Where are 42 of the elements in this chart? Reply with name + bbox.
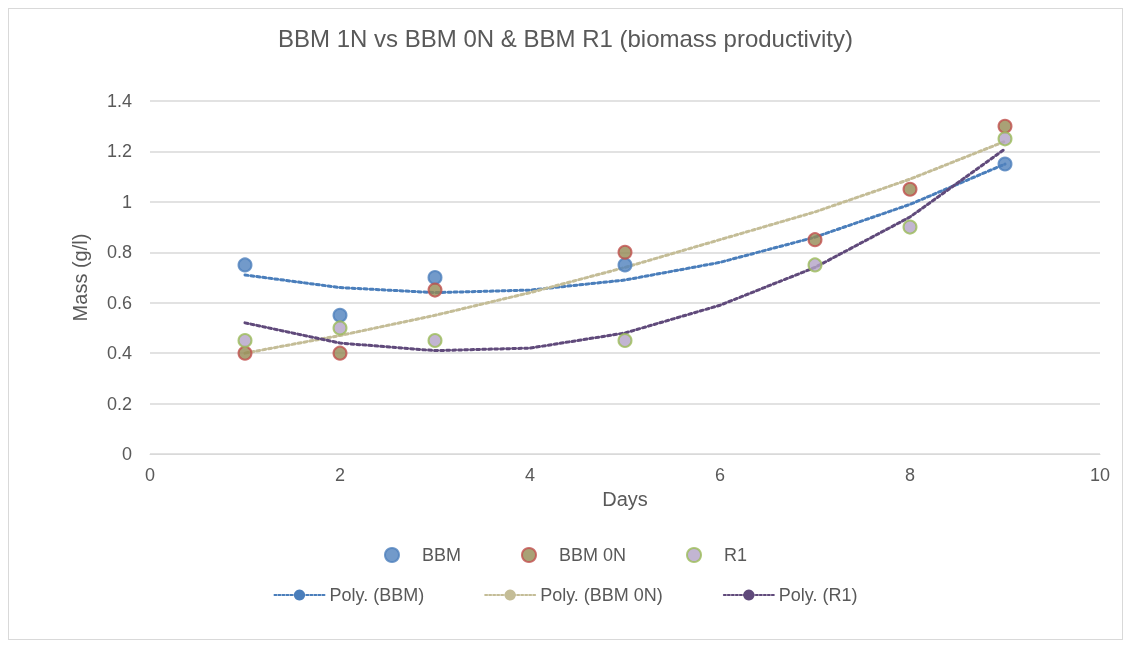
legend-label: BBM 0N xyxy=(558,545,627,565)
point xyxy=(332,320,348,336)
x-tick-label: 2 xyxy=(334,465,346,485)
point xyxy=(997,131,1013,147)
point xyxy=(332,307,348,323)
x-tick-label: 10 xyxy=(1089,465,1111,485)
point xyxy=(997,118,1013,134)
legend-label: BBM xyxy=(421,545,461,565)
legend-label: Poly. (BBM) xyxy=(329,585,425,605)
x-axis-title: Days xyxy=(602,487,648,510)
point xyxy=(237,257,253,273)
x-tick-label: 6 xyxy=(714,465,726,485)
point xyxy=(332,345,348,361)
point xyxy=(237,333,253,349)
legend-label: Poly. (BBM 0N) xyxy=(540,585,663,605)
point xyxy=(427,270,443,285)
point xyxy=(237,345,253,361)
y-tick-label: 0.6 xyxy=(106,292,132,313)
y-tick-label: 1.2 xyxy=(106,141,132,162)
y-axis-title: Mass (g/l) xyxy=(69,233,91,322)
point xyxy=(807,257,823,273)
x-tick-label: 8 xyxy=(904,465,916,485)
y-tick-label: 0.8 xyxy=(106,242,132,263)
legend-label: Poly. (R1) xyxy=(778,585,858,605)
point xyxy=(617,257,633,273)
y-tick-label: 0.2 xyxy=(106,393,132,414)
point xyxy=(902,219,918,235)
point xyxy=(427,282,443,298)
y-tick-label: 0 xyxy=(121,444,132,464)
point xyxy=(617,333,633,349)
x-tick-label: 4 xyxy=(524,465,536,485)
y-tick-label: 1.4 xyxy=(106,91,132,111)
point xyxy=(902,181,918,197)
point xyxy=(807,232,823,248)
legend-label: R1 xyxy=(724,545,748,565)
chart-title: BBM 1N vs BBM 0N & BBM R1 (biomass productivity) xyxy=(278,24,853,52)
point xyxy=(617,244,633,260)
point xyxy=(997,156,1013,172)
y-tick-label: 0.4 xyxy=(106,343,132,364)
y-tick-label: 1 xyxy=(121,191,132,212)
point xyxy=(427,333,443,349)
x-tick-label: 0 xyxy=(144,465,156,485)
